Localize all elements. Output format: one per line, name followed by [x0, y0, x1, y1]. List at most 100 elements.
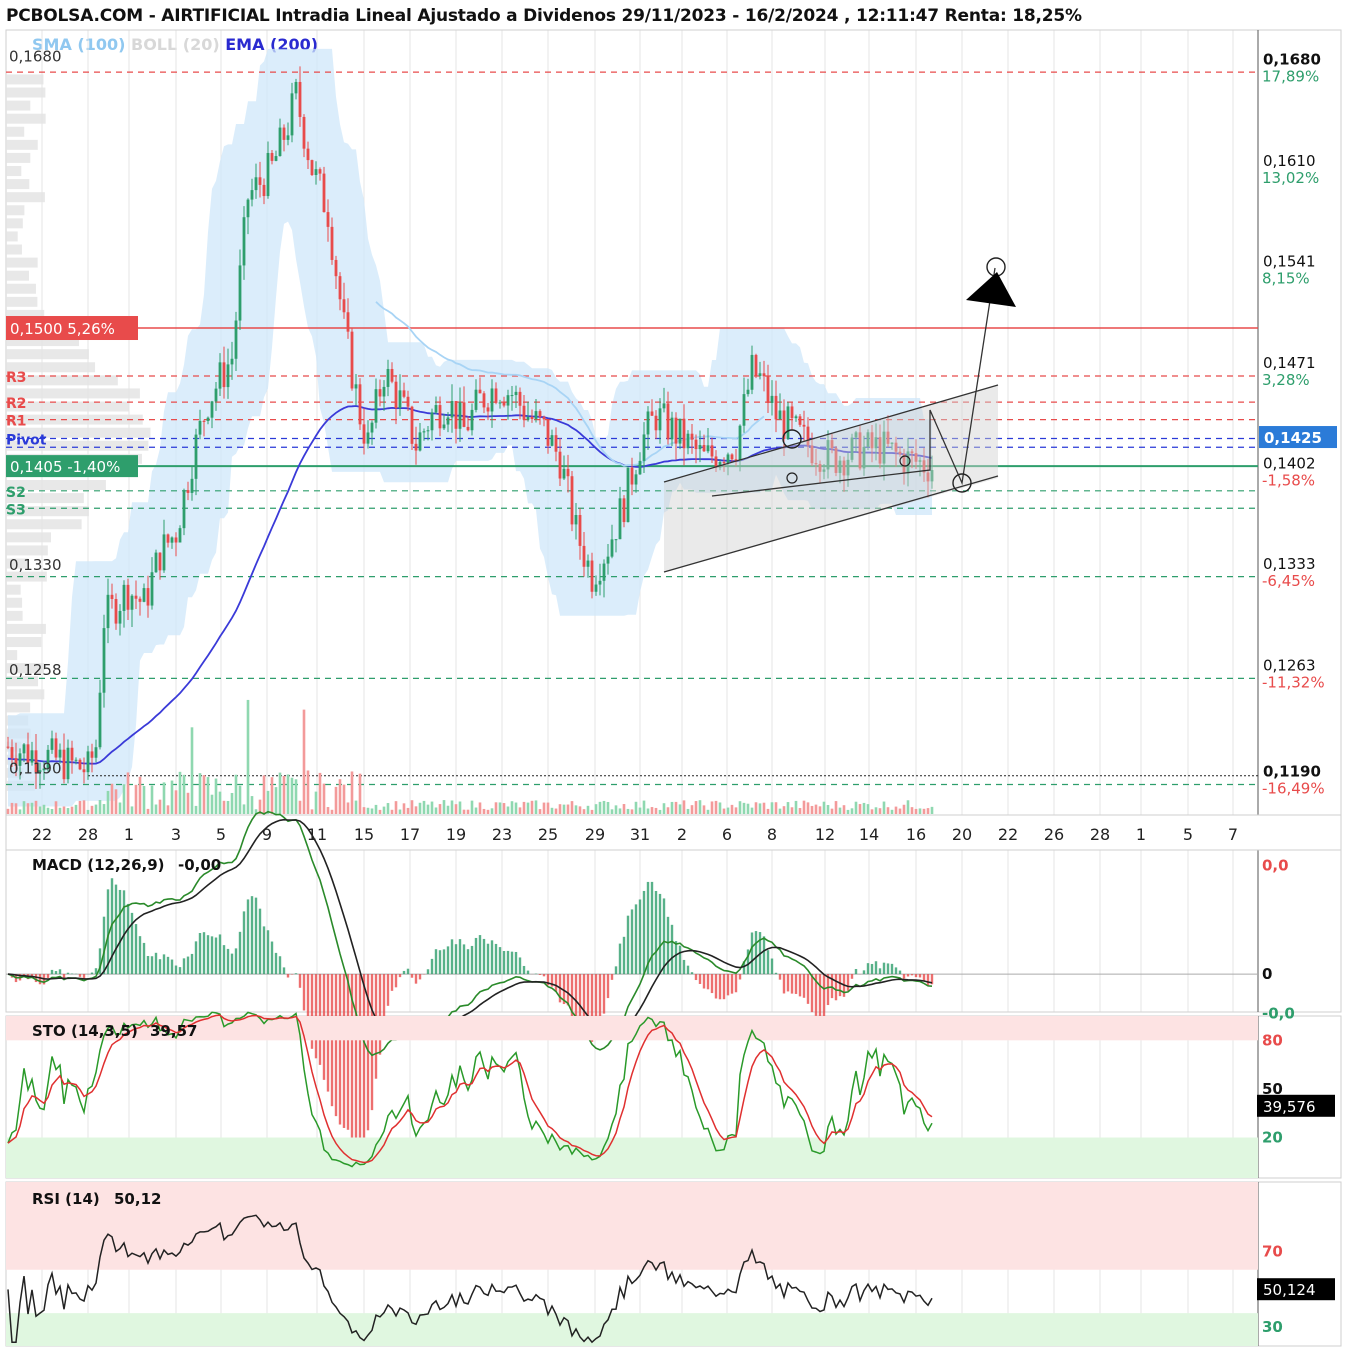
candle[interactable] — [274, 156, 278, 161]
candle[interactable] — [330, 226, 334, 260]
candle[interactable] — [866, 432, 870, 447]
candle[interactable] — [202, 420, 206, 422]
candle[interactable] — [318, 169, 322, 174]
candle[interactable] — [566, 468, 570, 477]
candle[interactable] — [226, 364, 230, 388]
candle[interactable] — [670, 417, 674, 440]
candle[interactable] — [382, 386, 386, 397]
candle[interactable] — [874, 437, 878, 449]
candle[interactable] — [894, 442, 898, 452]
candle[interactable] — [430, 412, 434, 431]
candle[interactable] — [258, 177, 262, 185]
candle[interactable] — [762, 373, 766, 377]
candle[interactable] — [94, 747, 98, 758]
candle[interactable] — [314, 169, 318, 175]
candle[interactable] — [478, 389, 482, 394]
candle[interactable] — [90, 751, 94, 758]
candle[interactable] — [298, 81, 302, 117]
candle[interactable] — [562, 468, 566, 479]
candle[interactable] — [602, 563, 606, 581]
candle[interactable] — [162, 534, 166, 571]
candle[interactable] — [594, 584, 598, 592]
candle[interactable] — [898, 451, 902, 455]
candle[interactable] — [746, 389, 750, 395]
candle[interactable] — [154, 552, 158, 573]
candle[interactable] — [910, 451, 914, 454]
candle[interactable] — [54, 738, 58, 758]
candle[interactable] — [490, 388, 494, 412]
candle[interactable] — [930, 470, 934, 482]
candle[interactable] — [174, 537, 178, 543]
candle[interactable] — [342, 299, 346, 313]
candle[interactable] — [282, 127, 286, 140]
candle[interactable] — [106, 594, 110, 629]
candle[interactable] — [262, 184, 266, 197]
candle[interactable] — [218, 362, 222, 389]
candle[interactable] — [630, 467, 634, 485]
candle[interactable] — [870, 432, 874, 449]
candle[interactable] — [150, 572, 154, 606]
candle[interactable] — [886, 431, 890, 444]
candle[interactable] — [550, 435, 554, 446]
candle[interactable] — [434, 405, 438, 413]
candle[interactable] — [538, 411, 542, 417]
candle[interactable] — [182, 490, 186, 529]
candle[interactable] — [82, 769, 86, 773]
candle[interactable] — [882, 431, 886, 464]
candle[interactable] — [406, 396, 410, 407]
candle[interactable] — [310, 160, 314, 175]
candle[interactable] — [622, 498, 626, 523]
candle[interactable] — [326, 212, 330, 227]
candle[interactable] — [138, 598, 142, 602]
candle[interactable] — [702, 445, 706, 452]
candle[interactable] — [618, 498, 622, 540]
candle[interactable] — [526, 416, 530, 420]
candle[interactable] — [878, 437, 882, 464]
candle[interactable] — [822, 469, 826, 472]
candle[interactable] — [98, 692, 102, 748]
candle[interactable] — [786, 406, 790, 439]
candle[interactable] — [38, 770, 42, 773]
legend-sma[interactable]: SMA (100) — [32, 35, 126, 54]
candle[interactable] — [462, 402, 466, 427]
candle[interactable] — [354, 384, 358, 389]
candle[interactable] — [306, 148, 310, 161]
candle[interactable] — [626, 467, 630, 523]
candle[interactable] — [70, 747, 74, 761]
candle[interactable] — [546, 419, 550, 446]
candle[interactable] — [754, 354, 758, 376]
candle[interactable] — [10, 747, 14, 759]
candle[interactable] — [466, 426, 470, 431]
candle[interactable] — [914, 453, 918, 462]
candle[interactable] — [774, 395, 778, 420]
candle[interactable] — [146, 588, 150, 606]
candle[interactable] — [846, 459, 850, 476]
candle[interactable] — [442, 424, 446, 429]
candle[interactable] — [634, 474, 638, 485]
candle[interactable] — [850, 437, 854, 460]
candle[interactable] — [518, 391, 522, 406]
candle[interactable] — [842, 460, 846, 476]
candle[interactable] — [206, 417, 210, 421]
candle[interactable] — [190, 478, 194, 493]
candle[interactable] — [678, 418, 682, 444]
candle[interactable] — [246, 199, 250, 218]
candle[interactable] — [378, 389, 382, 397]
candle[interactable] — [902, 454, 906, 474]
candle[interactable] — [802, 424, 806, 427]
candle[interactable] — [606, 556, 610, 564]
candle[interactable] — [814, 463, 818, 465]
candle[interactable] — [170, 537, 174, 543]
candle[interactable] — [186, 490, 190, 493]
candle[interactable] — [530, 416, 534, 420]
candle[interactable] — [78, 759, 82, 770]
candle[interactable] — [338, 276, 342, 300]
legend-boll[interactable]: BOLL (20) — [131, 35, 220, 54]
candle[interactable] — [806, 426, 810, 446]
candle[interactable] — [230, 358, 234, 365]
candle[interactable] — [194, 434, 198, 479]
candle[interactable] — [114, 598, 118, 624]
candle[interactable] — [658, 408, 662, 431]
candle[interactable] — [14, 758, 18, 766]
candle[interactable] — [158, 552, 162, 571]
